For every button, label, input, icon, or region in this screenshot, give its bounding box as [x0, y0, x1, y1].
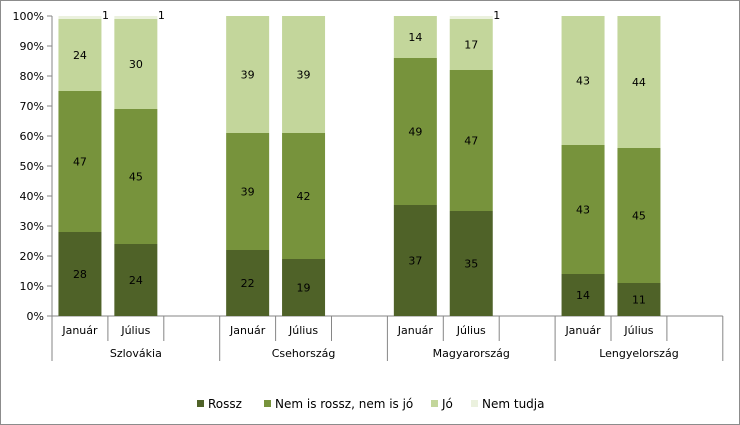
- data-label: 39: [297, 69, 311, 82]
- data-label: 11: [632, 294, 646, 307]
- data-label: 49: [408, 126, 422, 139]
- x-group-label: Szlovákia: [110, 347, 162, 360]
- data-label: 45: [129, 171, 143, 184]
- bar-segment-j-: [58, 19, 102, 91]
- bar-segment-j-: [226, 16, 270, 133]
- bar-segment-nem-is-rossz-nem-is-j-: [393, 58, 437, 205]
- x-category-label: Január: [564, 324, 601, 337]
- bar-segment-rossz: [58, 232, 102, 316]
- legend-swatch: [431, 400, 438, 407]
- legend-entry: Nem tudja: [482, 397, 544, 411]
- bar-segment-rossz: [114, 244, 158, 316]
- x-category-label: Január: [397, 324, 434, 337]
- data-label: 37: [408, 255, 422, 268]
- x-category-label: Január: [229, 324, 266, 337]
- y-tick-label: 90%: [20, 40, 44, 53]
- data-label: 42: [297, 190, 311, 203]
- bar-segment-nem-is-rossz-nem-is-j-: [226, 133, 270, 250]
- y-tick-label: 30%: [20, 220, 44, 233]
- bar-segment-j-: [393, 16, 437, 58]
- data-label: 45: [632, 210, 646, 223]
- data-label: 1: [158, 9, 165, 22]
- y-tick-label: 70%: [20, 100, 44, 113]
- data-label: 39: [241, 186, 255, 199]
- legend-entry: Nem is rossz, nem is jó: [275, 397, 413, 411]
- y-tick-label: 60%: [20, 130, 44, 143]
- bar-segment-j-: [561, 16, 605, 145]
- legend-entry: Jó: [441, 397, 453, 411]
- bar-segment-nem-tudja: [58, 16, 102, 19]
- x-group-label: Lengyelország: [599, 347, 678, 360]
- legend-swatch: [471, 400, 478, 407]
- bar-segment-nem-is-rossz-nem-is-j-: [58, 91, 102, 232]
- bar-segment-rossz: [561, 274, 605, 316]
- data-label: 43: [576, 75, 590, 88]
- bar-segment-rossz: [226, 250, 270, 316]
- data-label: 1: [102, 9, 109, 22]
- x-category-label: Július: [456, 324, 486, 337]
- data-label: 19: [297, 282, 311, 295]
- x-group-label: Magyarország: [433, 347, 510, 360]
- legend-swatch: [264, 400, 271, 407]
- y-tick-label: 80%: [20, 70, 44, 83]
- bar-segment-nem-is-rossz-nem-is-j-: [114, 109, 158, 244]
- legend-entry: Rossz: [208, 397, 242, 411]
- data-label: 30: [129, 58, 143, 71]
- bar-segment-nem-is-rossz-nem-is-j-: [617, 148, 661, 283]
- data-label: 14: [576, 289, 590, 302]
- data-label: 43: [576, 204, 590, 217]
- bar-segment-nem-tudja: [114, 16, 158, 19]
- data-label: 28: [73, 268, 87, 281]
- x-category-label: Január: [61, 324, 98, 337]
- y-tick-label: 0%: [27, 310, 44, 323]
- y-tick-label: 50%: [20, 160, 44, 173]
- data-label: 24: [129, 274, 143, 287]
- bar-segment-rossz: [449, 211, 493, 316]
- data-label: 17: [464, 39, 478, 52]
- data-label: 44: [632, 76, 646, 89]
- y-tick-label: 10%: [20, 280, 44, 293]
- y-tick-label: 40%: [20, 190, 44, 203]
- data-label: 1: [493, 9, 500, 22]
- bar-segment-j-: [282, 16, 326, 133]
- x-group-label: Csehország: [272, 347, 336, 360]
- bar-segment-rossz: [393, 205, 437, 316]
- bar-segment-j-: [114, 19, 158, 109]
- bar-segment-nem-tudja: [449, 16, 493, 19]
- bar-segment-nem-is-rossz-nem-is-j-: [449, 70, 493, 211]
- y-tick-label: 100%: [13, 10, 44, 23]
- bar-segment-rossz: [282, 259, 326, 316]
- legend-swatch: [197, 400, 204, 407]
- data-label: 47: [73, 156, 87, 169]
- data-label: 47: [464, 135, 478, 148]
- bar-segment-nem-is-rossz-nem-is-j-: [282, 133, 326, 259]
- bar-segment-rossz: [617, 283, 661, 316]
- x-category-label: Július: [120, 324, 150, 337]
- data-label: 39: [241, 69, 255, 82]
- bar-segment-j-: [449, 19, 493, 70]
- y-tick-label: 20%: [20, 250, 44, 263]
- data-label: 35: [464, 258, 478, 271]
- data-label: 14: [408, 31, 422, 44]
- data-label: 24: [73, 49, 87, 62]
- data-label: 22: [241, 277, 255, 290]
- bar-segment-nem-is-rossz-nem-is-j-: [561, 145, 605, 274]
- bar-segment-j-: [617, 16, 661, 148]
- x-category-label: Július: [288, 324, 318, 337]
- x-category-label: Július: [623, 324, 653, 337]
